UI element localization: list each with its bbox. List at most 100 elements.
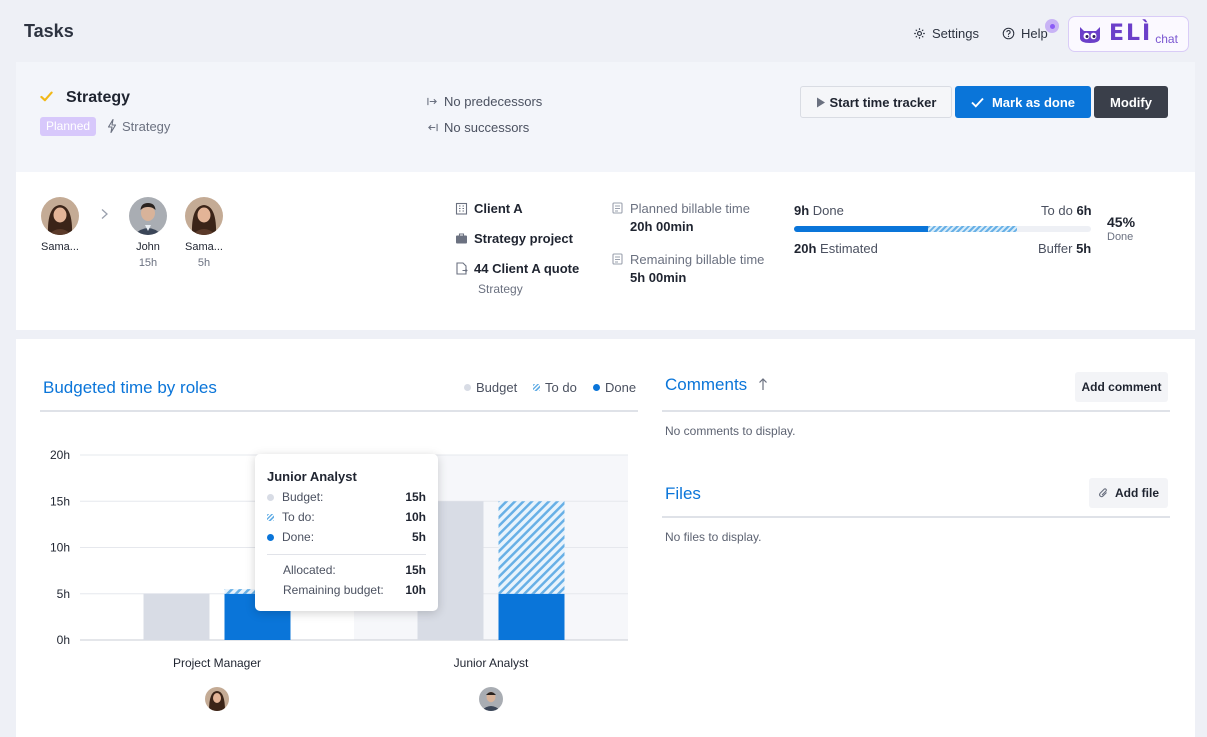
user-photo-icon (185, 197, 223, 235)
todo-summary: To do 6h (1041, 203, 1092, 218)
status-badge: Planned (40, 117, 97, 136)
buffer-summary: Buffer 5h (1038, 241, 1091, 256)
bar-budget (143, 593, 210, 640)
quote-row[interactable]: 44 Client A quote (455, 261, 579, 276)
project-row[interactable]: Strategy project (455, 231, 573, 246)
avatar[interactable] (129, 197, 167, 235)
top-bar: Tasks Settings Help ELÌ chat (0, 0, 1207, 62)
bar-todo (498, 501, 565, 594)
tooltip-label: Done: (282, 530, 315, 544)
eli-chat-button[interactable]: ELÌ chat (1068, 16, 1189, 52)
mark-as-done-label: Mark as done (991, 94, 1076, 110)
client-row[interactable]: Client A (455, 201, 523, 216)
notification-dot (1045, 19, 1059, 33)
mark-as-done-button[interactable]: Mark as done (955, 86, 1091, 118)
legend-label: To do (545, 380, 577, 395)
done-summary: 9h Done (794, 203, 844, 218)
planned-billable-label: Planned billable time (630, 201, 750, 216)
checkmark-icon (971, 97, 984, 108)
done-hours: 9h (794, 203, 810, 218)
add-file-label: Add file (1115, 486, 1159, 500)
done-hours-label: Done (812, 203, 844, 218)
estimated-label: Estimated (820, 241, 878, 256)
buffer-label: Buffer (1038, 241, 1073, 256)
successors-row[interactable]: No successors (427, 120, 529, 135)
quote-subtitle: Strategy (478, 282, 523, 296)
quote-name: 44 Client A quote (474, 261, 580, 276)
legend-label: Done (605, 380, 637, 395)
question-circle-icon (1002, 27, 1015, 40)
files-empty-message: No files to display. (665, 530, 762, 544)
add-file-button[interactable]: Add file (1089, 478, 1168, 508)
y-tick-label: 20h (50, 448, 70, 462)
comments-title: Comments (665, 375, 747, 395)
settings-link[interactable]: Settings (913, 26, 979, 41)
start-time-tracker-button[interactable]: Start time tracker (800, 86, 952, 118)
x-category-label: Junior Analyst (454, 656, 529, 670)
chevron-right-icon (101, 209, 108, 219)
page-title: Tasks (24, 21, 74, 41)
files-title: Files (665, 484, 701, 503)
start-time-tracker-label: Start time tracker (829, 94, 937, 110)
legend-dot (464, 384, 471, 391)
comments-empty-message: No comments to display. (665, 424, 796, 438)
predecessors-label: No predecessors (444, 94, 543, 109)
tooltip-value: 10h (405, 583, 426, 597)
buffer-hours: 5h (1076, 241, 1092, 256)
legend-label: Budget (476, 380, 518, 395)
chart-tooltip: Junior Analyst Budget: 15h To do: 10h Do… (255, 454, 438, 611)
remaining-billable-label: Remaining billable time (630, 252, 765, 267)
todo-hours-label: To do (1041, 203, 1073, 218)
project-name: Strategy project (474, 231, 573, 246)
assignee-hours: 15h (138, 257, 158, 269)
user-photo-icon (129, 197, 167, 235)
arrow-left-icon (428, 123, 438, 132)
avatar[interactable] (185, 197, 223, 235)
sort-arrow-up-icon[interactable] (758, 377, 768, 391)
coins-icon (612, 202, 623, 214)
tooltip-value: 10h (405, 510, 426, 524)
tooltip-remaining-row: Remaining budget: 10h (267, 583, 426, 597)
budget-section-title: Budgeted time by roles (43, 378, 217, 397)
legend-done[interactable]: Done (593, 380, 636, 395)
task-tag[interactable]: Strategy (122, 119, 171, 134)
tooltip-value: 15h (405, 563, 426, 577)
briefcase-icon (456, 233, 467, 244)
remaining-billable-value: 5h 00min (630, 270, 687, 285)
section-divider (662, 410, 1170, 412)
legend-todo[interactable]: To do (533, 380, 577, 395)
tooltip-label: Allocated: (283, 563, 336, 577)
modify-button[interactable]: Modify (1094, 86, 1168, 118)
tooltip-divider (267, 554, 426, 555)
section-divider (40, 410, 638, 412)
progress-todo-fill (927, 226, 1017, 232)
legend-dot (593, 384, 600, 391)
help-link[interactable]: Help (1002, 26, 1048, 41)
add-comment-button[interactable]: Add comment (1075, 372, 1168, 402)
assignee-hours: 5h (197, 257, 211, 269)
tooltip-todo-row: To do: 10h (267, 510, 426, 524)
user-photo-icon (41, 197, 79, 235)
assignee-name: John (136, 241, 160, 253)
legend-dot (533, 384, 540, 391)
assignee-name: Sama... (185, 241, 223, 253)
y-tick-label: 0h (57, 633, 70, 647)
eli-mascot-icon (1080, 27, 1100, 43)
help-label: Help (1021, 26, 1048, 41)
predecessors-row[interactable]: No predecessors (427, 94, 542, 109)
avatar[interactable] (41, 197, 79, 235)
tooltip-label: To do: (282, 510, 315, 524)
arrow-right-icon (427, 97, 437, 106)
settings-label: Settings (932, 26, 979, 41)
progress-done-fill (794, 226, 928, 232)
legend-budget[interactable]: Budget (464, 380, 517, 395)
tooltip-budget-row: Budget: 15h (267, 490, 426, 504)
legend-dot (267, 513, 274, 521)
planned-billable-value: 20h 00min (630, 219, 694, 234)
eli-chat-label: chat (1155, 32, 1178, 46)
paperclip-icon (1099, 488, 1107, 498)
percent-done-label: Done (1107, 231, 1134, 243)
gear-icon (914, 28, 925, 39)
y-tick-label: 5h (57, 587, 70, 601)
eli-logo-text: ELÌ (1109, 21, 1153, 46)
